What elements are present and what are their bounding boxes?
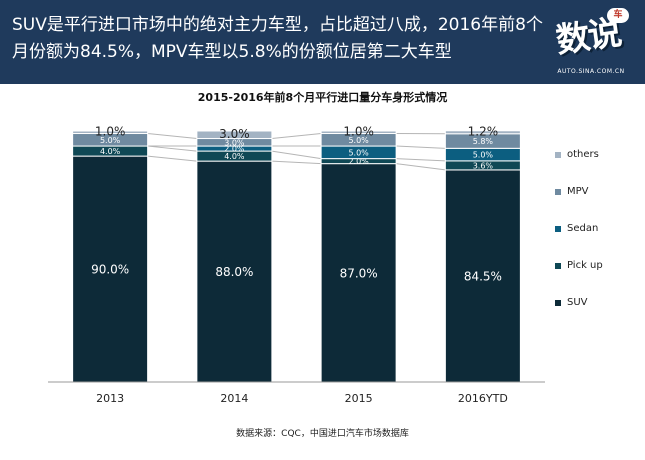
bar-segment-others <box>320 130 397 135</box>
connector-line <box>147 155 197 162</box>
bar-segment-suv <box>320 163 397 383</box>
bar-segment-others <box>196 130 273 140</box>
data-label: 4.0% <box>224 152 245 161</box>
legend-label: MPV <box>567 186 589 197</box>
data-label: 5.0% <box>100 136 121 145</box>
data-label: 2.0% <box>348 157 369 166</box>
legend-label: Sedan <box>567 223 599 234</box>
legend-label: others <box>567 149 599 160</box>
data-label: 5.0% <box>473 151 494 160</box>
data-label: 1.0% <box>343 124 374 138</box>
legend-label: Pick up <box>567 260 603 271</box>
logo-url: AUTO.SINA.COM.CN <box>557 68 625 75</box>
data-label: 88.0% <box>215 265 253 279</box>
connector-lines <box>147 133 446 171</box>
bar-segment-suv <box>196 160 273 383</box>
connector-line <box>271 160 322 165</box>
x-tick-label: 2015 <box>345 392 373 405</box>
legend-item: Pick up <box>555 259 645 273</box>
connector-line <box>396 145 446 149</box>
logo-bubble: 车 <box>607 8 629 23</box>
data-label: 5.8% <box>473 137 494 146</box>
legend-swatch <box>555 226 561 232</box>
data-label: 2.0% <box>224 145 245 154</box>
legend-swatch <box>555 263 561 269</box>
legend-item: Sedan <box>555 222 645 236</box>
connector-line <box>271 150 322 160</box>
bar-stack-2014: 88.0%4.0%2.0%3.0%3.0% <box>196 127 273 383</box>
legend-label: SUV <box>567 297 588 308</box>
connector-line <box>147 145 197 152</box>
connector-line <box>271 133 322 140</box>
data-label: 87.0% <box>340 266 378 280</box>
legend-swatch <box>555 152 561 158</box>
legend-item: SUV <box>555 296 645 310</box>
connector-line <box>396 158 446 162</box>
bar-segment-others <box>444 130 521 135</box>
header-banner: SUV是平行进口市场中的绝对主力车型，占比超过八成，2016年前8个月份额为84… <box>0 0 645 84</box>
data-label: 5.0% <box>348 136 369 145</box>
legend-item: others <box>555 148 645 162</box>
data-label: 3.0% <box>219 127 250 141</box>
legend-item: MPV <box>555 185 645 199</box>
x-tick-label: 2014 <box>220 392 248 405</box>
legend-swatch <box>555 300 561 306</box>
chart-title: 2015-2016年前8个月平行进口量分车身形式情况 <box>197 91 448 104</box>
bar-stack-2015: 87.0%2.0%5.0%5.0%1.0% <box>320 124 397 383</box>
data-label: 3.6% <box>473 161 494 170</box>
data-label: 4.0% <box>100 147 121 156</box>
x-tick-label: 2013 <box>96 392 124 405</box>
bar-stack-2016YTD: 84.5% 3.6%5.0% 5.8%1.2% <box>444 124 521 383</box>
bar-segment-suv <box>444 169 521 383</box>
data-label: 84.5% <box>464 269 502 283</box>
legend-swatch <box>555 189 561 195</box>
data-source: 数据来源：CQC，中国进口汽车市场数据库 <box>236 429 409 439</box>
data-label: 5.0% <box>348 148 369 157</box>
header-title: SUV是平行进口市场中的绝对主力车型，占比超过八成，2016年前8个月份额为84… <box>12 15 543 62</box>
data-label: 90.0% <box>91 263 129 277</box>
x-tick-label: 2016YTD <box>458 392 508 405</box>
connector-line <box>396 163 446 171</box>
bar-segment-suv <box>72 155 149 383</box>
data-label: 3.0% <box>224 138 245 147</box>
data-label: 1.0% <box>95 124 126 138</box>
bar-segment-others <box>72 130 149 135</box>
sina-data-logo: 数说 车 AUTO.SINA.COM.CN <box>545 6 631 82</box>
connector-line <box>147 133 197 140</box>
data-label: 1.2% <box>468 124 499 138</box>
bar-stack-2013: 90.0% 4.0% 5.0%1.0% <box>72 124 149 383</box>
